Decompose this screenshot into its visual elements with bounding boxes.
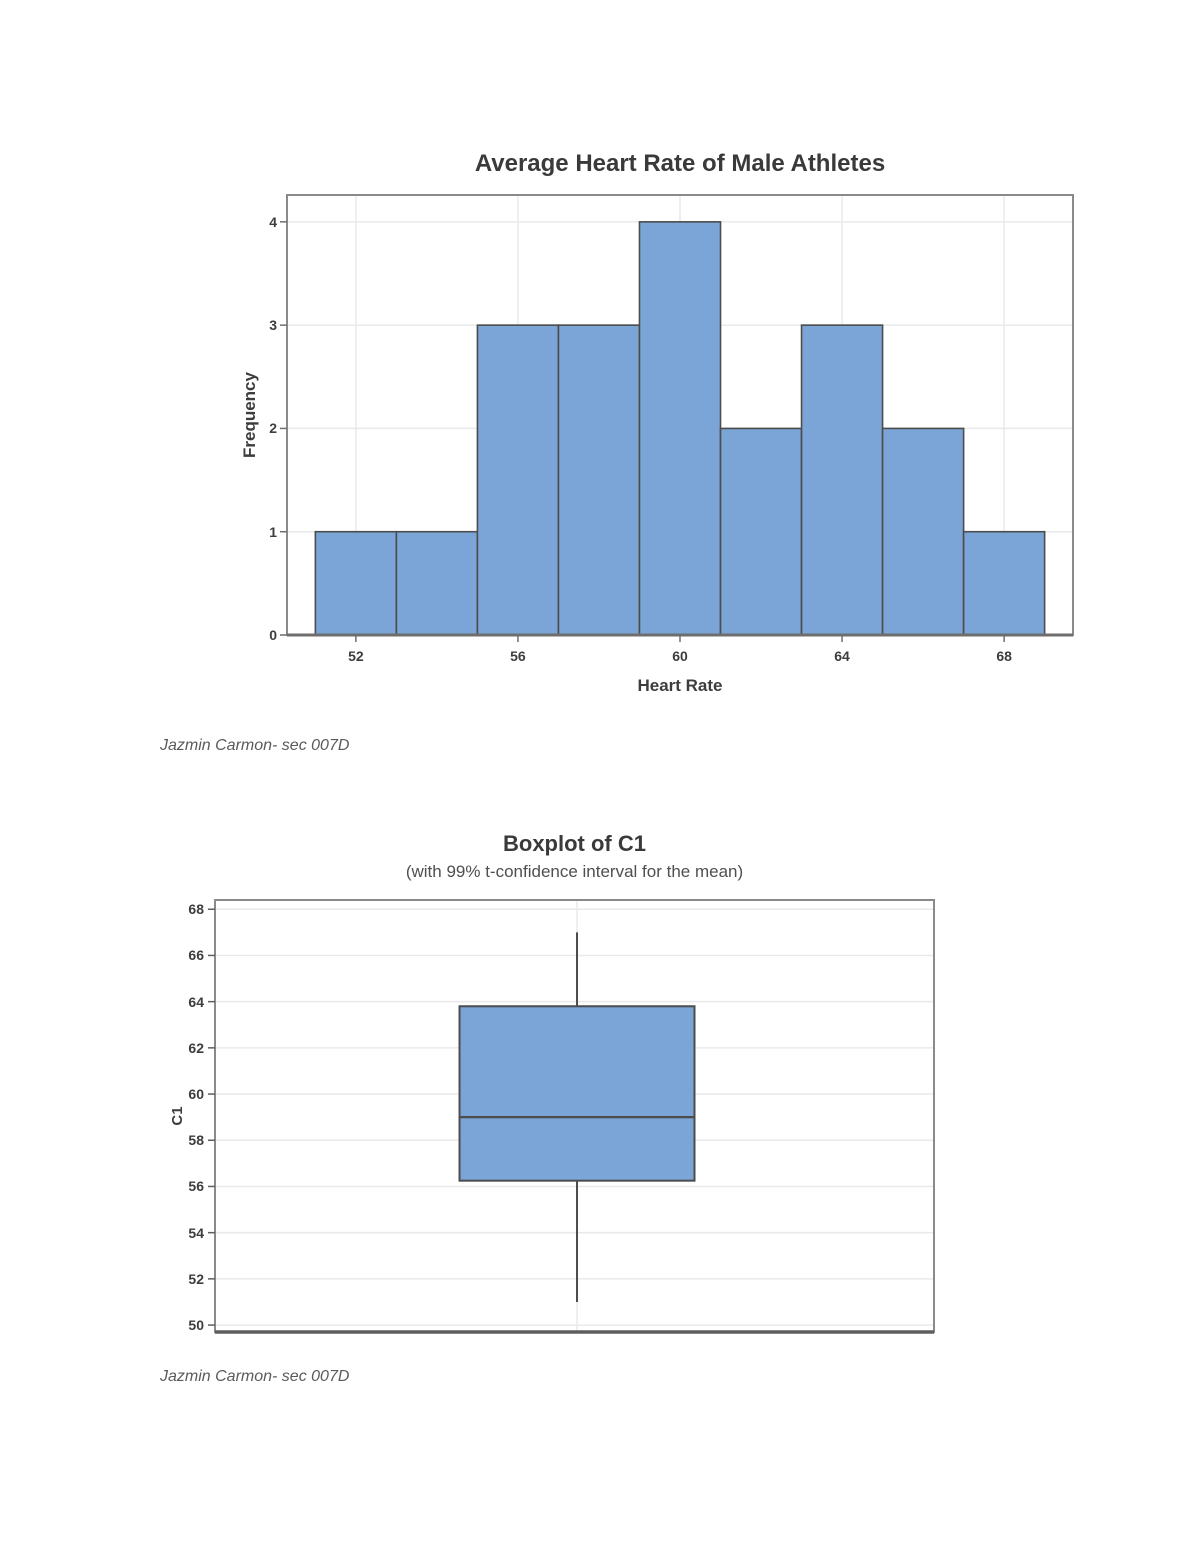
histogram-x-axis-label: Heart Rate: [637, 676, 723, 695]
histogram-y-axis-label: Frequency: [240, 372, 259, 458]
boxplot-y-tick-label: 64: [188, 993, 204, 1010]
boxplot-y-tick-label: 60: [188, 1086, 204, 1103]
boxplot-plot-area: [208, 899, 935, 1334]
boxplot-y-tick-label: 68: [188, 901, 204, 918]
boxplot-y-tick-label: 58: [188, 1132, 204, 1149]
boxplot-subtitle: (with 99% t-confidence interval for the …: [405, 862, 744, 881]
boxplot-y-tick-label: 56: [188, 1178, 204, 1195]
histogram-canvas: [280, 194, 1074, 642]
boxplot-y-tick-label: 66: [188, 947, 204, 964]
histogram-y-tick-label: 3: [269, 317, 277, 334]
histogram-x-tick-label: 60: [672, 648, 688, 664]
boxplot-y-tick-label: 54: [188, 1224, 204, 1241]
boxplot-title: Boxplot of C1: [503, 831, 646, 856]
histogram-y-tick-label: 0: [269, 627, 277, 643]
histogram-title: Average Heart Rate of Male Athletes: [474, 150, 886, 177]
author-caption-1: Jazmin Carmon- sec 007D: [160, 737, 350, 754]
author-caption-2: Jazmin Carmon- sec 007D: [160, 1368, 350, 1385]
histogram-x-tick-label: 52: [348, 648, 364, 664]
boxplot-y-tick-label: 52: [188, 1270, 204, 1287]
histogram-y-tick-label: 2: [269, 420, 277, 437]
boxplot-y-axis-label: C1: [168, 1106, 186, 1126]
histogram-x-tick-label: 56: [510, 648, 526, 664]
histogram-plot-area: [280, 194, 1074, 642]
boxplot-canvas: [208, 899, 935, 1334]
histogram-y-tick-label: 1: [269, 523, 277, 540]
histogram-x-tick-label: 68: [996, 648, 1012, 664]
histogram-x-tick-label: 64: [834, 648, 850, 664]
boxplot-y-tick-label: 62: [188, 1039, 204, 1056]
boxplot-y-tick-label: 50: [188, 1317, 204, 1334]
histogram-y-tick-label: 4: [269, 213, 277, 230]
